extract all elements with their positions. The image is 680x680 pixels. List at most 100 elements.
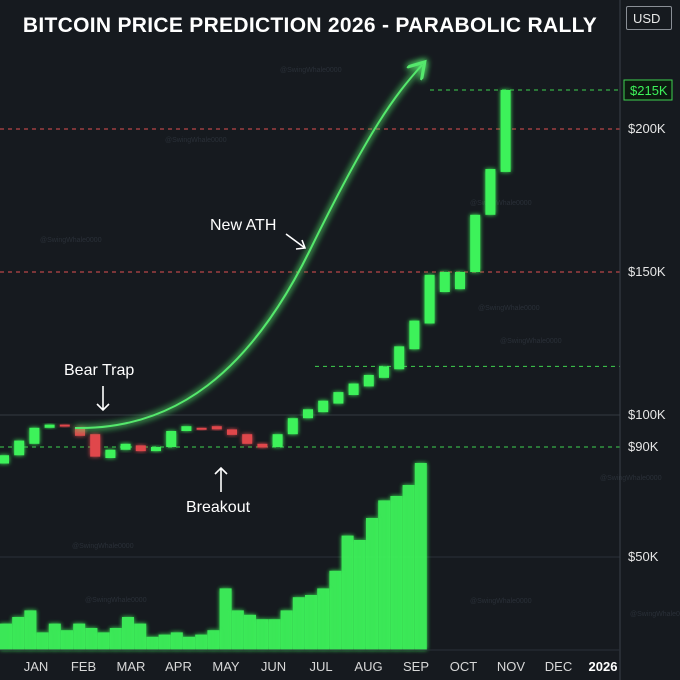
candle-body: [44, 424, 55, 428]
watermark-text: @SwingWhale0000: [478, 305, 540, 312]
candle-body: [287, 418, 298, 435]
candle-body: [211, 426, 222, 430]
candle-body: [379, 366, 389, 378]
volume-bar: [256, 619, 269, 650]
candle-body: [424, 274, 435, 324]
month-tick-label: FEB: [71, 659, 96, 674]
volume-bar: [170, 632, 183, 650]
candle-body: [242, 434, 253, 444]
month-tick-label: JAN: [24, 659, 49, 674]
volume-bar: [244, 614, 256, 650]
annotation-arrow: [96, 386, 110, 412]
volume-bar: [12, 617, 25, 650]
volume-bar: [134, 623, 147, 650]
candle-body: [348, 383, 359, 395]
annotations: Bear Trap New ATH Breakout: [64, 217, 307, 516]
candle-body: [439, 272, 450, 293]
volume-bar: [24, 610, 37, 650]
month-tick-label: 2026: [589, 659, 618, 674]
volume-bar: [305, 595, 317, 650]
volume-bar: [280, 610, 293, 650]
month-tick-label: AUG: [354, 659, 382, 674]
price-tick-label: $100K: [628, 407, 666, 422]
candle-body: [455, 272, 465, 290]
annotation-label: Breakout: [186, 499, 251, 516]
volume-bar: [97, 632, 110, 650]
volume-bar: [109, 628, 122, 650]
month-tick-label: APR: [165, 659, 192, 674]
month-tick-label: SEP: [403, 659, 429, 674]
volume-bar: [85, 628, 98, 650]
candle-body: [257, 443, 268, 448]
volume-bar: [366, 518, 378, 650]
candle-body: [409, 320, 420, 350]
annotation-label: New ATH: [210, 217, 276, 234]
candle-body: [0, 455, 9, 464]
volume-bar: [402, 485, 415, 650]
volume-bar: [195, 634, 208, 650]
candle-body: [120, 443, 131, 450]
currency-button[interactable]: USD: [626, 6, 672, 30]
volume-bar: [207, 630, 220, 650]
volume-bar: [0, 623, 12, 650]
current-price-label: $215K: [630, 83, 668, 98]
watermark-text: @SwingWhale0000: [85, 597, 147, 604]
watermark-text: @SwingWhale0000: [72, 543, 134, 550]
volume-bar: [183, 636, 195, 650]
volume-bar: [48, 623, 61, 650]
candle-body: [485, 169, 496, 215]
watermark-text: @SwingWhale0000: [600, 475, 662, 482]
price-tick-label: $90K: [628, 439, 659, 454]
volume-bar: [146, 636, 159, 650]
volume-bar: [378, 500, 391, 650]
candle-body: [105, 449, 116, 458]
volume-bar: [390, 496, 403, 650]
volume-bar: [36, 632, 49, 650]
candle-body: [166, 431, 177, 447]
candle-body: [333, 392, 344, 404]
reference-lines: [0, 89, 620, 558]
volume-bars: [0, 463, 427, 650]
candlesticks: [0, 82, 511, 472]
watermark-text: @SwingWhale0000: [165, 137, 227, 144]
annotation-label: Bear Trap: [64, 362, 134, 379]
volume-bar: [414, 463, 427, 650]
watermark-layer: @SwingWhale0000 @SwingWhale0000 @SwingWhal…: [40, 67, 680, 618]
candle-body: [227, 429, 237, 435]
month-tick-label: MAY: [212, 659, 240, 674]
month-tick-label: JUL: [309, 659, 332, 674]
volume-bar: [341, 535, 354, 650]
candle-body: [14, 440, 25, 456]
volume-bar: [219, 588, 232, 650]
month-tick-label: DEC: [545, 659, 572, 674]
candle-body: [135, 445, 146, 452]
watermark-text: @SwingWhale0000: [470, 200, 532, 207]
watermark-text: @SwingWhale0000: [630, 611, 680, 618]
price-tick-label: $150K: [628, 264, 666, 279]
watermark-text: @SwingWhale0000: [500, 338, 562, 345]
watermark-text: @SwingWhale0000: [280, 67, 342, 74]
candle-body: [29, 427, 40, 444]
projection-curve: [74, 65, 422, 430]
candle-body: [363, 374, 374, 387]
volume-bar: [292, 597, 305, 650]
candle-body: [470, 214, 481, 272]
volume-bar: [353, 540, 366, 650]
volume-bar: [329, 570, 342, 650]
candle-body: [318, 400, 329, 413]
volume-bar: [268, 619, 281, 650]
month-tick-label: MAR: [117, 659, 146, 674]
month-tick-label: NOV: [497, 659, 526, 674]
candle-body: [196, 427, 207, 430]
time-axis: JAN FEB MAR APR MAY JUN JUL AUG SEP OCT NOV DEC 2026: [24, 659, 618, 674]
volume-bar: [231, 610, 244, 650]
watermark-text: @SwingWhale0000: [470, 598, 532, 605]
chart-title: BITCOIN PRICE PREDICTION 2026 - PARABOLI…: [22, 14, 598, 37]
volume-bar: [61, 630, 73, 650]
candle-body: [394, 346, 405, 370]
projection-curve-line: [74, 65, 422, 430]
candle-body: [181, 426, 192, 431]
volume-bar: [73, 623, 86, 650]
